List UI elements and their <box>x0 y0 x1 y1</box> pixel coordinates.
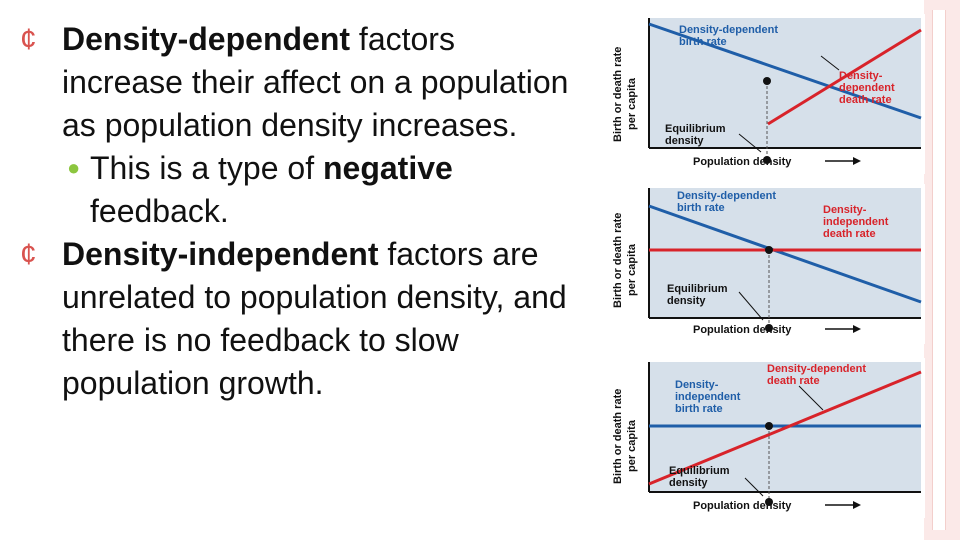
slide-frame-inner <box>932 10 946 530</box>
equilibrium-pointer <box>744 477 764 497</box>
equilibrium-label-2: density <box>669 477 708 489</box>
birth-label-1: Density- <box>675 379 719 391</box>
birth-rate-line <box>648 204 922 304</box>
x-axis-label: Population density <box>693 500 792 512</box>
sub-bullet-dot-icon: ● <box>67 155 81 180</box>
death-label-2: death rate <box>767 375 820 387</box>
body-text: ¢ Density-dependent factors increase thei… <box>20 18 580 405</box>
birth-label-2: birth rate <box>679 36 727 48</box>
y-axis-label-1: Birth or death rate <box>612 213 624 308</box>
death-label-1: Density- <box>823 204 867 216</box>
birth-label-1: Density-dependent <box>679 24 778 36</box>
birth-label-1: Density-dependent <box>677 190 776 202</box>
equilibrium-label-1: Equilibrium <box>669 465 730 477</box>
death-pointer <box>798 385 824 411</box>
y-axis-label-1: Birth or death rate <box>612 389 624 484</box>
diagram-dependent-birth-dependent-death: Density-dependent birth rate Density- de… <box>603 14 925 174</box>
y-axis-label-1: Birth or death rate <box>612 47 624 142</box>
bullet-ring-icon: ¢ <box>20 238 37 271</box>
death-label-3: death rate <box>839 94 892 106</box>
definition-density-dependent: factors increase their affect on a popul… <box>62 21 569 143</box>
birth-rate-line <box>648 22 922 120</box>
equilibrium-label-2: density <box>667 295 706 307</box>
death-label-2: independent <box>823 216 889 228</box>
definition-density-independent: factors are unrelated to population dens… <box>62 236 567 401</box>
equilibrium-pointer <box>738 133 762 153</box>
equilibrium-label-1: Equilibrium <box>665 123 726 135</box>
sub-bullet-post: feedback. <box>90 193 229 229</box>
equilibrium-axis-point <box>763 156 771 164</box>
diagram-independent-birth-dependent-death: Density- independent birth rate Density-… <box>603 358 925 518</box>
equilibrium-label-1: Equilibrium <box>667 283 728 295</box>
death-pointer <box>820 55 840 71</box>
equilibrium-pointer <box>738 291 764 321</box>
birth-label-2: independent <box>675 391 741 403</box>
term-density-independent: Density-independent <box>62 236 379 272</box>
y-axis-label-2: per capita <box>626 243 638 296</box>
x-axis-arrowhead <box>853 325 861 333</box>
equilibrium-label-2: density <box>665 135 704 147</box>
equilibrium-axis-point <box>765 498 773 506</box>
equilibrium-point <box>765 246 773 254</box>
bullet-density-independent: ¢ Density-independent factors are unrelat… <box>20 233 580 405</box>
sub-bullet-bold: negative <box>322 150 453 186</box>
birth-label-3: birth rate <box>675 403 723 415</box>
sub-bullet-negative-feedback: ● This is a type of negative feedback. <box>20 147 580 233</box>
x-axis-arrowhead <box>853 157 861 165</box>
y-axis-label-2: per capita <box>626 77 638 130</box>
slide-frame-border <box>924 0 960 540</box>
equilibrium-axis-point <box>765 324 773 332</box>
equilibrium-point <box>763 77 771 85</box>
term-density-dependent: Density-dependent <box>62 21 351 57</box>
x-axis-arrowhead <box>853 501 861 509</box>
birth-label-2: birth rate <box>677 202 725 214</box>
bullet-density-dependent: ¢ Density-dependent factors increase thei… <box>20 18 580 147</box>
death-rate-line <box>648 370 922 486</box>
death-label-1: Density- <box>839 70 883 82</box>
sub-bullet-pre: This is a type of <box>90 150 323 186</box>
bullet-ring-icon: ¢ <box>20 23 37 56</box>
death-label-2: dependent <box>839 82 895 94</box>
death-label-3: death rate <box>823 228 876 240</box>
y-axis-label-2: per capita <box>626 419 638 472</box>
x-axis-label: Population density <box>693 324 792 336</box>
x-axis-label: Population density <box>693 156 792 168</box>
death-rate-line <box>767 28 922 126</box>
death-label-1: Density-dependent <box>767 363 866 375</box>
diagram-dependent-birth-independent-death: Density-dependent birth rate Density- in… <box>603 184 925 344</box>
equilibrium-point <box>765 422 773 430</box>
